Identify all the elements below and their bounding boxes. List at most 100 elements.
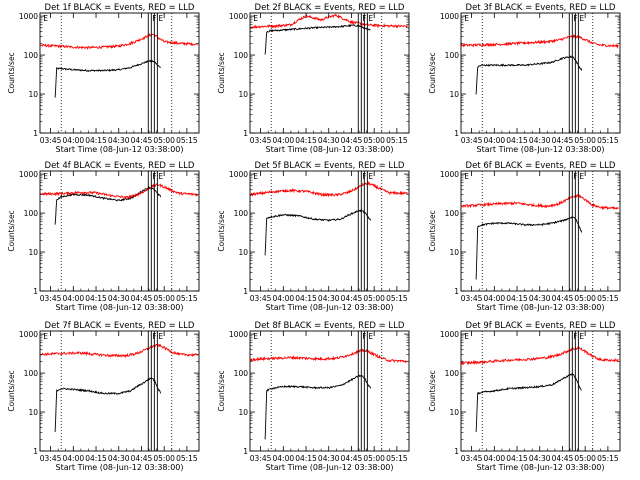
x-tick-label: 05:00 [153,136,175,145]
marker-label: E [253,332,258,341]
marker-label: E [579,172,584,181]
y-tick-label: 10 [449,408,459,417]
events-series-line [264,23,371,55]
x-tick-label: 04:15 [506,136,528,145]
marker-label: E [368,14,373,23]
x-axis-label: Start Time (08-Jun-12 03:38:00) [477,145,605,154]
marker-label: E [43,332,48,341]
x-axis-label: Start Time (08-Jun-12 03:38:00) [56,463,184,472]
x-tick-label: 04:45 [341,136,363,145]
marker-label: E [158,332,163,341]
y-axis-label: Counts/sec [428,370,437,411]
marker-label: F [152,172,156,181]
x-tick-label: 04:30 [529,136,551,145]
y-axis-label: Counts/sec [217,210,226,251]
marker-label: F [573,172,577,181]
y-tick-label: 1 [33,129,38,138]
marker-label: E [579,332,584,341]
y-tick-label: 10 [238,90,248,99]
marker-label: E [579,14,584,23]
x-tick-label: 05:15 [597,294,619,303]
plot-frame [460,12,621,134]
x-tick-label: 05:00 [363,136,385,145]
y-tick-label: 10 [28,408,38,417]
lld-series-line [250,348,408,364]
x-tick-label: 04:15 [295,136,317,145]
marker-label: F [573,14,577,23]
marker-label: F [362,332,366,341]
y-tick-label: 10 [449,248,459,257]
x-axis-label: Start Time (08-Jun-12 03:38:00) [477,303,605,312]
lld-series-line [40,32,198,50]
x-tick-label: 05:15 [176,294,198,303]
y-tick-label: 100 [234,209,249,218]
x-tick-label: 05:15 [176,454,198,463]
y-axis-label: Counts/sec [428,52,437,93]
y-tick-label: 1000 [229,12,248,21]
x-tick-label: 04:00 [273,136,295,145]
x-tick-label: 05:15 [386,454,408,463]
x-tick-label: 05:00 [574,136,596,145]
x-tick-label: 04:45 [552,454,574,463]
y-tick-label: 1 [33,447,38,456]
y-tick-label: 100 [234,51,249,60]
y-tick-label: 100 [445,369,460,378]
x-tick-label: 04:30 [108,454,130,463]
y-tick-label: 1000 [229,170,248,179]
panel-title: Det 6f BLACK = Events, RED = LLD [466,161,616,171]
panel-title: Det 4f BLACK = Events, RED = LLD [45,161,195,171]
y-tick-label: 1000 [229,330,248,339]
y-tick-label: 100 [445,51,460,60]
lld-series-line [40,183,198,200]
x-axis-label: Start Time (08-Jun-12 03:38:00) [56,145,184,154]
x-tick-label: 04:15 [85,454,107,463]
x-tick-label: 04:30 [318,294,340,303]
x-tick-label: 03:45 [40,136,62,145]
x-tick-label: 03:45 [250,136,272,145]
x-tick-label: 04:30 [529,454,551,463]
events-series-line [475,216,583,280]
marker-label: E [464,14,469,23]
marker-label: E [43,172,48,181]
x-tick-label: 05:00 [153,294,175,303]
marker-label: E [464,332,469,341]
events-series-line [54,185,162,225]
lld-series-line [40,343,198,359]
plot-frame [460,170,621,292]
x-tick-label: 04:30 [108,294,130,303]
x-tick-label: 05:00 [153,454,175,463]
lld-series-line [461,346,619,366]
panel-title: Det 8f BLACK = Events, RED = LLD [255,321,405,331]
y-tick-label: 1 [243,287,248,296]
plot-frame [39,12,200,134]
marker-label: E [368,172,373,181]
x-tick-label: 04:00 [273,294,295,303]
y-tick-label: 1000 [19,12,38,21]
y-tick-label: 1 [454,287,459,296]
y-tick-label: 1 [243,129,248,138]
y-tick-label: 100 [24,369,39,378]
y-axis-label: Counts/sec [428,210,437,251]
y-tick-label: 100 [234,369,249,378]
x-tick-label: 04:45 [552,294,574,303]
lld-series-line [461,193,619,211]
plot-frame [39,330,200,452]
plot-frame [249,170,410,292]
x-axis-label: Start Time (08-Jun-12 03:38:00) [266,145,394,154]
x-tick-label: 05:00 [363,294,385,303]
x-tick-label: 04:45 [552,136,574,145]
x-tick-label: 05:15 [597,136,619,145]
plot-frame [460,330,621,452]
lld-series-line [250,180,408,198]
x-tick-label: 04:00 [63,294,85,303]
x-tick-label: 04:45 [341,454,363,463]
y-tick-label: 1 [454,129,459,138]
